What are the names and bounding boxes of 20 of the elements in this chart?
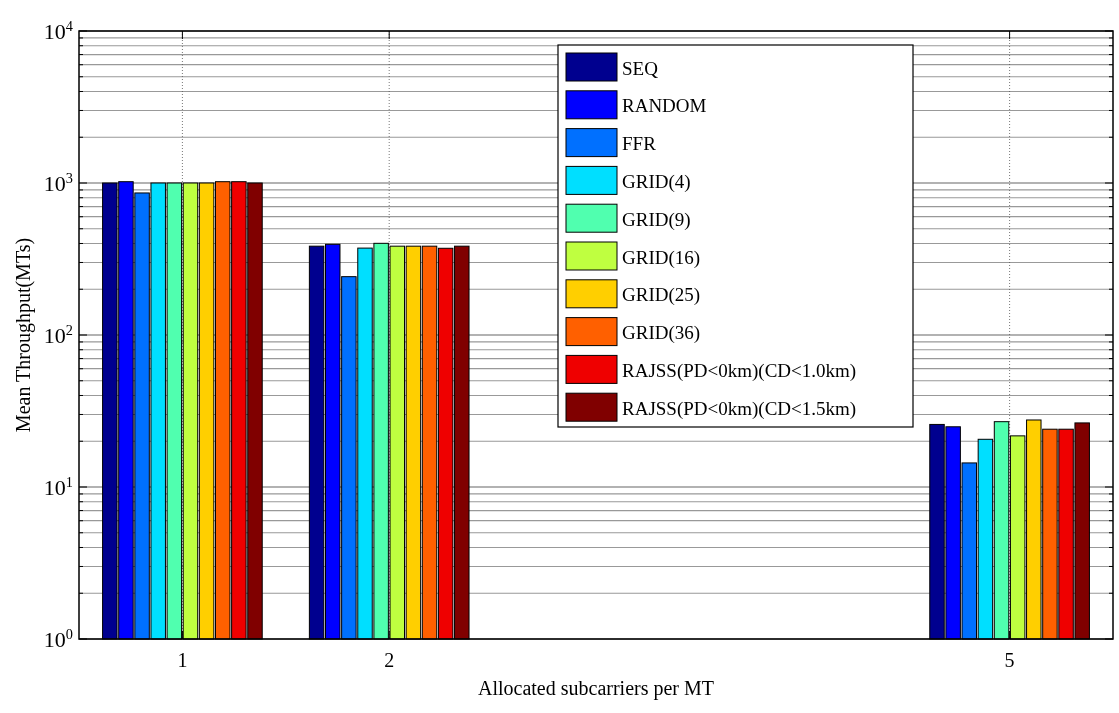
x-axis-title: Allocated subcarriers per MT — [477, 677, 715, 700]
legend-label: GRID(4) — [622, 171, 691, 194]
y-axis-title: Mean Throughput(MTs) — [12, 237, 35, 433]
legend-label: RAJSS(PD<0km)(CD<1.0km) — [622, 360, 857, 383]
legend-label: GRID(36) — [622, 322, 701, 345]
y-tick-label: 10$^{4}$ — [43, 17, 73, 44]
legend-label: GRID(25) — [622, 284, 701, 307]
x-tick-label: 5 — [1004, 649, 1015, 671]
legend-label: RAJSS(PD<0km)(CD<1.5km) — [622, 397, 857, 420]
y-tick-label: 10$^{1}$ — [43, 473, 73, 500]
y-tick-label: 10$^{0}$ — [43, 625, 73, 652]
legend-label: SEQ — [622, 57, 659, 79]
y-tick-label: 10$^{3}$ — [43, 169, 73, 196]
legend-label: RANDOM — [622, 95, 707, 117]
x-tick-label: 1 — [177, 649, 188, 671]
legend-label: GRID(9) — [622, 208, 691, 231]
legend-label: GRID(16) — [622, 246, 701, 269]
legend-label: FFR — [622, 133, 657, 155]
x-tick-label: 2 — [384, 649, 395, 671]
y-tick-label: 10$^{2}$ — [43, 321, 73, 348]
